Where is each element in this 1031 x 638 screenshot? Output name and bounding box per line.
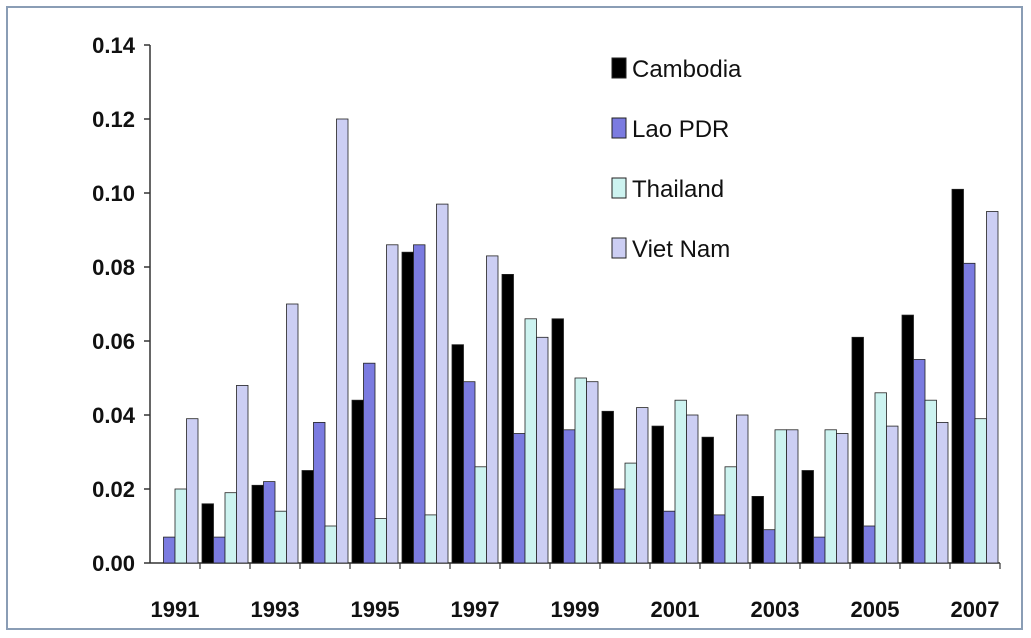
bar-cambodia-1992 — [201, 503, 214, 564]
bar-cambodia-2005 — [851, 336, 864, 564]
bar-cambodia-2001 — [651, 425, 664, 564]
bars — [163, 118, 999, 564]
bar-thailand-2004 — [824, 429, 837, 564]
bar-lao-pdr-1996 — [413, 244, 426, 564]
bar-viet-nam-1996 — [436, 203, 449, 564]
bar-thailand-1993 — [274, 510, 287, 564]
bar-viet-nam-2001 — [686, 414, 699, 564]
bar-lao-pdr-2002 — [713, 514, 726, 564]
bar-viet-nam-1992 — [236, 384, 249, 564]
bar-cambodia-1994 — [301, 470, 314, 564]
bar-lao-pdr-1994 — [313, 421, 326, 564]
bar-lao-pdr-2007 — [963, 262, 976, 564]
y-tick-label: 0.00 — [92, 551, 135, 576]
legend-label-cambodia: Cambodia — [632, 56, 742, 83]
bar-viet-nam-2005 — [886, 425, 899, 564]
x-tick-label: 2005 — [851, 597, 900, 622]
legend-swatch-cambodia — [611, 57, 627, 79]
bar-viet-nam-2006 — [936, 421, 949, 564]
bar-lao-pdr-1992 — [213, 536, 226, 564]
bar-viet-nam-1995 — [386, 244, 399, 564]
y-tick-label: 0.04 — [92, 403, 136, 428]
bar-thailand-1994 — [324, 525, 337, 564]
x-tick-label: 2001 — [651, 597, 700, 622]
x-tick-label: 2007 — [951, 597, 1000, 622]
legend-label-thailand: Thailand — [632, 176, 724, 203]
x-tick-label: 1997 — [451, 597, 500, 622]
ticks: 0.00 0.02 0.04 0.06 0.08 0.10 0.12 0.14 1991 1993… — [92, 33, 1001, 622]
bar-viet-nam-2000 — [636, 407, 649, 564]
bar-cambodia-1993 — [251, 484, 264, 564]
legend: Cambodia Lao PDR Thailand Viet Nam — [611, 56, 742, 263]
bar-viet-nam-2007 — [986, 211, 999, 564]
bar-cambodia-2007 — [951, 188, 964, 564]
bar-lao-pdr-2004 — [813, 536, 826, 564]
bar-lao-pdr-2001 — [663, 510, 676, 564]
bar-cambodia-2000 — [601, 410, 614, 564]
x-tick-label: 1991 — [151, 597, 200, 622]
x-tick-label: 1999 — [551, 597, 600, 622]
bar-thailand-1998 — [524, 318, 537, 564]
bar-cambodia-1998 — [501, 273, 514, 564]
x-tick-label: 1993 — [251, 597, 300, 622]
bar-viet-nam-2004 — [836, 433, 849, 564]
bar-lao-pdr-1995 — [363, 362, 376, 564]
y-tick-label: 0.06 — [92, 329, 135, 354]
bar-thailand-2006 — [924, 399, 937, 564]
x-tick-label: 1995 — [351, 597, 400, 622]
bar-thailand-2003 — [774, 429, 787, 564]
legend-swatch-thailand — [611, 177, 627, 199]
bar-thailand-2001 — [674, 399, 687, 564]
bar-cambodia-2004 — [801, 470, 814, 564]
bar-cambodia-2002 — [701, 436, 714, 564]
bar-cambodia-2006 — [901, 314, 914, 564]
bar-cambodia-1997 — [451, 344, 464, 564]
bar-thailand-1995 — [374, 518, 387, 564]
bar-thailand-2000 — [624, 462, 637, 564]
bar-viet-nam-1994 — [336, 118, 349, 564]
bar-cambodia-1996 — [401, 251, 414, 564]
bar-thailand-1996 — [424, 514, 437, 564]
bar-thailand-1997 — [474, 466, 487, 564]
bar-viet-nam-1998 — [536, 336, 549, 564]
legend-swatch-viet-nam — [611, 237, 627, 259]
bar-lao-pdr-1991 — [163, 536, 176, 564]
bar-thailand-1991 — [174, 488, 187, 564]
bar-thailand-2005 — [874, 392, 887, 564]
bar-lao-pdr-2006 — [913, 359, 926, 564]
bar-thailand-2007 — [974, 418, 987, 564]
bar-viet-nam-1993 — [286, 303, 299, 564]
bar-lao-pdr-1993 — [263, 481, 276, 564]
legend-swatch-lao-pdr — [611, 117, 627, 139]
bar-viet-nam-2003 — [786, 429, 799, 564]
bar-lao-pdr-1997 — [463, 381, 476, 564]
bar-viet-nam-1999 — [586, 381, 599, 564]
bar-cambodia-1999 — [551, 318, 564, 564]
x-tick-label: 2003 — [751, 597, 800, 622]
y-tick-label: 0.10 — [92, 181, 135, 206]
bar-thailand-1992 — [224, 492, 237, 564]
bar-thailand-2002 — [724, 466, 737, 564]
y-tick-label: 0.08 — [92, 255, 135, 280]
bar-viet-nam-1991 — [186, 418, 199, 564]
bar-viet-nam-1997 — [486, 255, 499, 564]
y-tick-label: 0.12 — [92, 107, 135, 132]
y-tick-label: 0.14 — [92, 33, 136, 58]
bar-viet-nam-2002 — [736, 414, 749, 564]
bar-lao-pdr-2003 — [763, 529, 776, 564]
legend-label-viet-nam: Viet Nam — [632, 236, 730, 263]
legend-label-lao-pdr: Lao PDR — [632, 116, 729, 143]
bar-lao-pdr-1998 — [513, 433, 526, 564]
bar-lao-pdr-2000 — [613, 488, 626, 564]
bar-cambodia-2003 — [751, 495, 764, 564]
bar-lao-pdr-1999 — [563, 429, 576, 564]
bar-cambodia-1995 — [351, 399, 364, 564]
bar-lao-pdr-2005 — [863, 525, 876, 564]
bar-thailand-1999 — [574, 377, 587, 564]
y-tick-label: 0.02 — [92, 477, 135, 502]
